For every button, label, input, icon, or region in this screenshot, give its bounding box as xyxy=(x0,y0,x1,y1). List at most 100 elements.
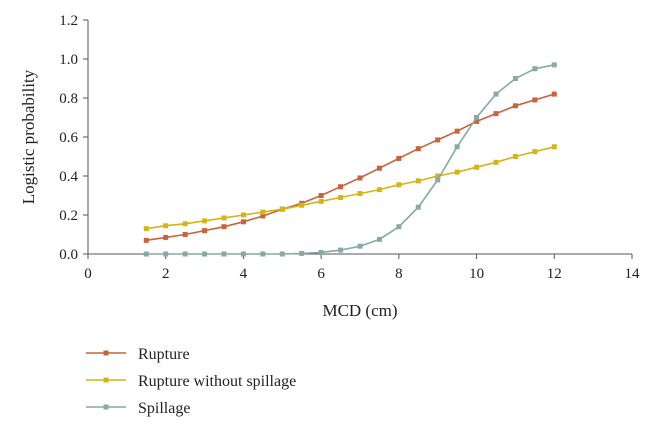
series-1 xyxy=(143,144,557,232)
legend-label: Spillage xyxy=(138,400,190,417)
y-ticks: 0.0 0.2 0.4 0.6 0.8 1.0 1.2 xyxy=(59,13,88,263)
data-point xyxy=(435,177,441,183)
data-point xyxy=(396,155,402,161)
series-line xyxy=(146,64,555,255)
data-point xyxy=(143,251,149,257)
data-point xyxy=(221,224,227,230)
legend-label: Rupture without spillage xyxy=(138,373,296,390)
x-tick-label: 6 xyxy=(317,266,325,282)
y-tick-label: 0.6 xyxy=(59,130,78,146)
data-point xyxy=(376,187,382,193)
data-point xyxy=(532,66,538,72)
data-point xyxy=(474,115,480,120)
data-point xyxy=(279,251,285,257)
y-tick-label: 0.2 xyxy=(59,208,78,224)
series-layer xyxy=(143,62,557,257)
legend-swatch-marker xyxy=(103,377,109,383)
legend-item: Rupture without spillage xyxy=(86,373,296,390)
x-tick-label: 2 xyxy=(162,266,170,282)
data-point xyxy=(454,169,460,175)
data-point xyxy=(357,175,363,181)
data-point xyxy=(202,228,208,234)
data-point xyxy=(493,159,499,165)
data-point xyxy=(338,194,344,200)
data-point xyxy=(202,218,208,224)
data-point xyxy=(357,191,363,197)
data-point xyxy=(143,237,149,243)
x-tick-label: 12 xyxy=(547,266,562,282)
data-point xyxy=(318,198,324,204)
data-point xyxy=(454,144,460,150)
data-point xyxy=(512,103,518,109)
data-point xyxy=(143,226,149,232)
data-point xyxy=(435,173,441,179)
data-point xyxy=(512,154,518,159)
data-point xyxy=(163,223,169,229)
y-tick-label: 0.0 xyxy=(59,247,78,263)
y-tick-label: 0.4 xyxy=(59,169,78,185)
data-point xyxy=(551,62,557,68)
legend-item: Spillage xyxy=(86,400,190,417)
data-point xyxy=(396,182,402,188)
data-point xyxy=(493,91,499,97)
series-0 xyxy=(143,91,557,243)
data-point xyxy=(299,202,305,208)
data-point xyxy=(240,251,246,257)
data-point xyxy=(532,97,538,103)
x-tick-label: 8 xyxy=(395,266,403,282)
legend-label: Rupture xyxy=(138,346,190,363)
data-point xyxy=(182,251,188,257)
data-point xyxy=(415,204,421,210)
legend-item: Rupture xyxy=(86,346,190,363)
data-point xyxy=(240,212,246,218)
data-point xyxy=(415,146,421,152)
data-point xyxy=(221,251,227,257)
data-point xyxy=(202,251,208,257)
data-point xyxy=(551,144,557,150)
x-tick-label: 4 xyxy=(240,266,248,282)
data-point xyxy=(318,193,324,198)
data-point xyxy=(260,209,266,215)
x-ticks: 0 2 4 6 8 10 12 14 xyxy=(84,254,640,282)
data-point xyxy=(279,206,285,212)
y-tick-label: 1.2 xyxy=(59,13,78,29)
axes xyxy=(87,20,632,255)
data-point xyxy=(260,213,266,219)
legend: Rupture Rupture without spillage Spillage xyxy=(86,346,296,417)
data-point xyxy=(474,118,480,124)
data-point xyxy=(415,178,421,184)
data-point xyxy=(299,250,305,256)
data-point xyxy=(240,219,246,225)
y-axis-title: Logistic probability xyxy=(19,69,38,204)
series-line xyxy=(146,93,555,242)
y-tick-label: 1.0 xyxy=(59,52,78,68)
data-point xyxy=(163,234,169,240)
data-point xyxy=(221,215,227,221)
data-point xyxy=(260,251,266,257)
y-tick-label: 0.8 xyxy=(59,91,78,107)
data-point xyxy=(551,91,557,97)
x-tick-label: 0 xyxy=(84,266,92,282)
data-point xyxy=(493,111,499,117)
data-point xyxy=(532,149,538,155)
data-point xyxy=(474,164,480,170)
data-point xyxy=(357,243,363,249)
data-point xyxy=(435,137,441,143)
data-point xyxy=(512,76,518,81)
data-point xyxy=(338,184,344,190)
x-tick-label: 14 xyxy=(625,266,641,282)
legend-swatch-marker xyxy=(103,350,109,356)
data-point xyxy=(163,251,169,257)
data-point xyxy=(376,236,382,242)
data-point xyxy=(182,232,188,237)
series-line xyxy=(146,146,555,230)
data-point xyxy=(396,224,402,230)
data-point xyxy=(318,249,324,255)
data-point xyxy=(376,165,382,171)
data-point xyxy=(182,221,188,227)
x-tick-label: 10 xyxy=(469,266,484,282)
data-point xyxy=(454,128,460,134)
series-2 xyxy=(143,62,557,257)
data-point xyxy=(338,247,344,253)
